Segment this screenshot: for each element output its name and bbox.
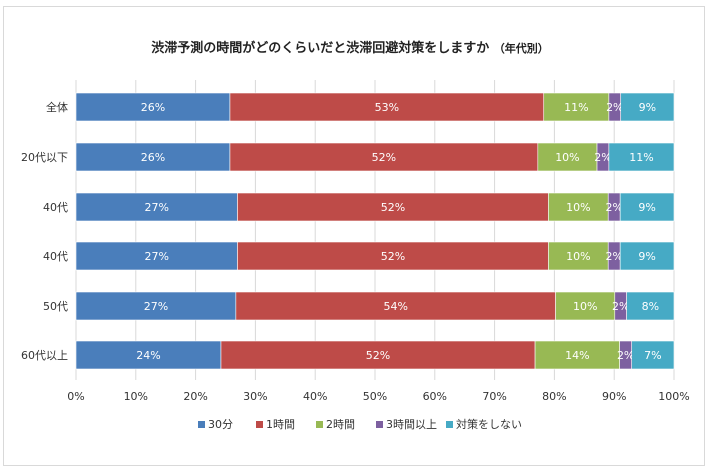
bar-segment <box>75 340 222 370</box>
data-label: 14% <box>565 349 589 362</box>
bar-segment <box>75 92 231 122</box>
x-tick-label: 80% <box>542 390 566 403</box>
data-label: 9% <box>639 101 656 114</box>
data-label: 52% <box>372 151 396 164</box>
data-label: 10% <box>566 201 590 214</box>
bar-segment <box>619 192 675 222</box>
data-label: 54% <box>383 300 407 313</box>
data-label: 2% <box>617 349 634 362</box>
bar-segment <box>626 291 675 321</box>
x-tick-label: 0% <box>67 390 84 403</box>
chart-title: 渋滞予測の時間がどのくらいだと渋滞回避対策をしますか （年代別） <box>151 40 549 56</box>
bar-segment <box>534 340 620 370</box>
data-label: 52% <box>381 250 405 263</box>
data-label: 26% <box>141 151 165 164</box>
legend-swatch <box>376 421 383 428</box>
bar-segment <box>608 142 675 172</box>
data-label: 8% <box>642 300 659 313</box>
bar-segment <box>548 192 609 222</box>
bar-segment <box>75 192 238 222</box>
x-axis-ticks: 0% 10% 20% 30% 40% 50% 60% 70% 80% 90% 100% <box>67 390 689 403</box>
chart-subtitle: （年代別） <box>494 41 549 55</box>
data-label: 2% <box>606 101 623 114</box>
data-label: 53% <box>375 101 399 114</box>
chart-title-main: 渋滞予測の時間がどのくらいだと渋滞回避対策をしますか <box>151 40 489 56</box>
x-tick-label: 50% <box>363 390 387 403</box>
data-label: 10% <box>555 151 579 164</box>
legend-swatch <box>316 421 323 428</box>
legend-swatch <box>256 421 263 428</box>
legend-label: 2時間 <box>326 418 355 431</box>
data-label: 26% <box>141 101 165 114</box>
legend-swatch <box>446 421 453 428</box>
data-label: 10% <box>573 300 597 313</box>
bar-segment <box>537 142 598 172</box>
category-label: 全体 <box>46 100 68 114</box>
bar-segment <box>237 192 549 222</box>
data-label: 2% <box>605 250 622 263</box>
bar-segment <box>75 142 231 172</box>
x-tick-label: 20% <box>183 390 207 403</box>
bar-segment <box>555 291 616 321</box>
bar-segment <box>235 291 556 321</box>
bar-segment <box>620 92 675 122</box>
gridlines <box>75 80 675 380</box>
x-tick-label: 100% <box>658 390 689 403</box>
data-label: 10% <box>566 250 590 263</box>
category-label: 50代 <box>43 300 68 313</box>
chart-frame <box>3 6 705 466</box>
data-label: 24% <box>136 349 160 362</box>
data-label: 52% <box>381 201 405 214</box>
category-labels: 全体 20代以下 40代 40代 50代 60代以上 <box>21 100 68 362</box>
bar-segment <box>75 241 238 271</box>
data-label: 52% <box>366 349 390 362</box>
bar-segment <box>229 142 539 172</box>
x-tick-label: 60% <box>423 390 447 403</box>
category-label: 60代以上 <box>21 349 68 362</box>
category-label: 40代 <box>43 201 68 214</box>
legend-label: 対策をしない <box>456 417 522 431</box>
data-label: 27% <box>145 201 169 214</box>
bar-segment <box>631 340 675 370</box>
legend-swatch <box>198 421 205 428</box>
data-label: 2% <box>605 201 622 214</box>
bar-segment <box>619 241 675 271</box>
data-label: 2% <box>594 151 611 164</box>
data-label: 7% <box>644 349 661 362</box>
data-label: 27% <box>144 300 168 313</box>
data-label: 9% <box>638 201 655 214</box>
x-tick-label: 30% <box>243 390 267 403</box>
legend-label: 3時間以上 <box>386 418 437 431</box>
bar-segment <box>229 92 545 122</box>
bar-segment <box>548 241 609 271</box>
bar-segment <box>543 92 610 122</box>
x-tick-label: 70% <box>482 390 506 403</box>
x-tick-label: 90% <box>602 390 626 403</box>
data-label: 2% <box>612 300 629 313</box>
data-label: 9% <box>638 250 655 263</box>
data-label: 11% <box>564 101 588 114</box>
category-label: 40代 <box>43 250 68 263</box>
data-label: 27% <box>145 250 169 263</box>
data-label: 11% <box>629 151 653 164</box>
x-tick-label: 40% <box>303 390 327 403</box>
category-label: 20代以下 <box>21 151 68 164</box>
legend-label: 30分 <box>208 418 233 431</box>
x-tick-label: 10% <box>124 390 148 403</box>
bar-segment <box>237 241 549 271</box>
legend: 30分 1時間 2時間 3時間以上 対策をしない <box>198 417 522 431</box>
bars: 26% 53% 11% 2% 9% 26% 52% 10% 2% 11% 27% 52% 10% 2% 9%… <box>75 92 675 370</box>
legend-label: 1時間 <box>266 418 295 431</box>
bar-segment <box>75 291 237 321</box>
